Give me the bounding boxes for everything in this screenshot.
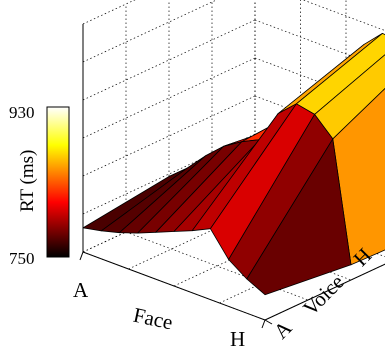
x-tick-mark (261, 319, 266, 329)
grid-line (302, 0, 385, 31)
colorbar-tick-bottom: 750 (9, 249, 35, 268)
surface-patch (246, 138, 352, 296)
surface-plot (82, 33, 385, 296)
x-tick-label-a: A (73, 278, 89, 302)
x-tick-label-h: H (230, 327, 245, 351)
grid-line (125, 231, 309, 301)
colorbar-label: RT (ms) (17, 150, 38, 212)
x-axis-line (82, 251, 266, 321)
y-tick-mark (264, 319, 273, 325)
x-tick-mark (79, 251, 84, 261)
colorbar-gradient (46, 106, 70, 258)
x-axis-label: Face (131, 303, 175, 335)
colorbar-tick-top: 930 (9, 103, 35, 122)
grid-line (82, 57, 256, 139)
y-tick-label-a: A (269, 315, 297, 343)
colorbar: 930 750 RT (ms) (9, 103, 70, 268)
y-axis-line (264, 263, 385, 321)
